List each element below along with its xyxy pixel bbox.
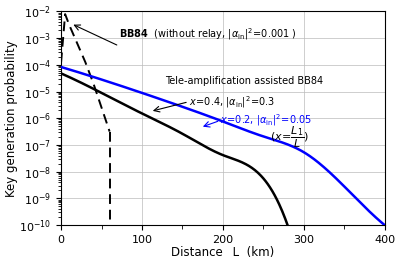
Y-axis label: Key generation probability: Key generation probability: [5, 40, 18, 197]
Text: $x\!=\!0.4$, $|\alpha_{\mathregular{in}}|^2\!=\!0.3$: $x\!=\!0.4$, $|\alpha_{\mathregular{in}}…: [189, 94, 275, 110]
Text: $\mathbf{BB84}$  (without relay, $|\alpha_{\mathregular{in}}|^2\!=\!0.001$ ): $\mathbf{BB84}$ (without relay, $|\alpha…: [119, 26, 297, 42]
X-axis label: Distance   L  (km): Distance L (km): [171, 246, 274, 259]
Text: $(x\!=\!\dfrac{L_1}{L})$: $(x\!=\!\dfrac{L_1}{L})$: [270, 125, 309, 150]
Text: Tele-amplification assisted BB84: Tele-amplification assisted BB84: [165, 76, 323, 86]
Text: $x\!=\!0.2$, $|\alpha_{\mathregular{in}}|^2\!=\!0.05$: $x\!=\!0.2$, $|\alpha_{\mathregular{in}}…: [220, 112, 312, 128]
